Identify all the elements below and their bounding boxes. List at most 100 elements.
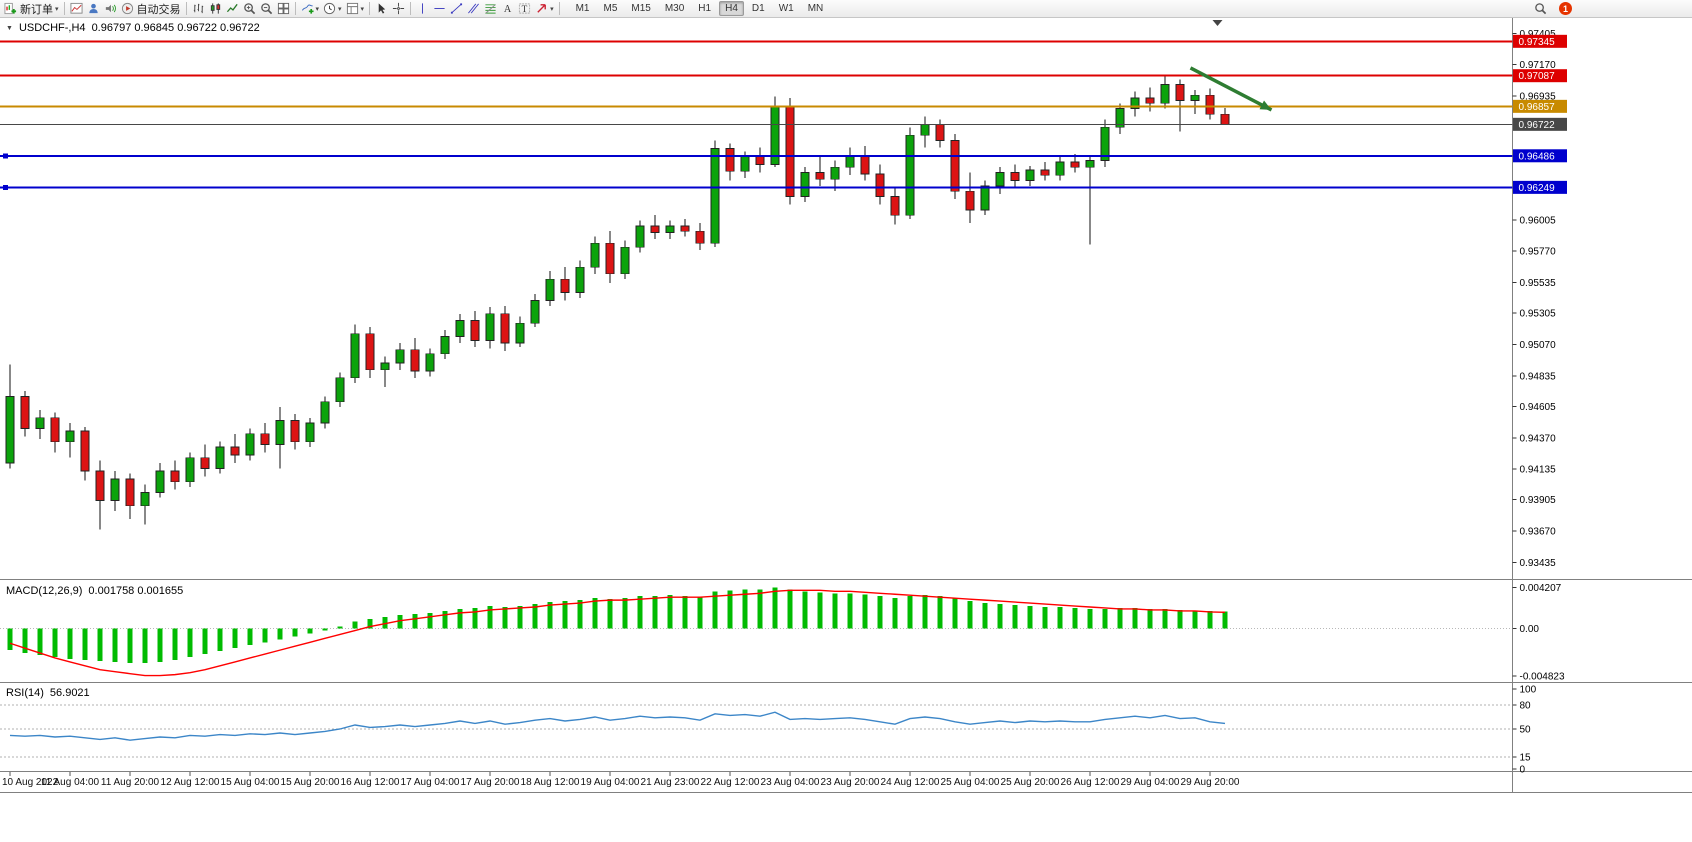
line-handle [3, 153, 8, 159]
candle [1145, 97, 1155, 104]
candle [230, 446, 240, 456]
timeframe-button-m5[interactable]: M5 [603, 3, 618, 14]
candle [95, 470, 105, 501]
macd-name: MACD(12,26,9) [6, 585, 83, 597]
timeframe-button-h1[interactable]: H1 [698, 3, 712, 14]
price-axis[interactable]: 0.97405 0.97170 0.96935 0.96005 0.95770 0.955… [1512, 29, 1557, 569]
toolbar-right: 1 [1532, 1, 1572, 17]
candle [725, 148, 735, 172]
line-handle [3, 184, 8, 190]
svg-text:0: 0 [1520, 765, 1526, 776]
svg-text:0.94605: 0.94605 [1520, 402, 1557, 413]
svg-text:29 Aug 20:00: 29 Aug 20:00 [1181, 777, 1240, 788]
candle [1100, 126, 1110, 161]
arrows-tool[interactable]: ▾ [533, 1, 556, 17]
toolbar-separator [369, 2, 371, 15]
candle [695, 230, 705, 244]
svg-text:0.97345: 0.97345 [1519, 37, 1556, 48]
templates-icon [346, 2, 359, 15]
zoom-in-button[interactable] [241, 1, 258, 17]
svg-text:-0.004823: -0.004823 [1520, 671, 1565, 682]
timeframe-button-h4[interactable]: H4 [719, 1, 744, 16]
new-chart-button[interactable] [68, 1, 85, 17]
candle [980, 185, 990, 211]
svg-text:24 Aug 12:00: 24 Aug 12:00 [881, 777, 940, 788]
candle [875, 173, 885, 197]
candle [170, 470, 180, 483]
trend-arrow-annotation[interactable] [1189, 66, 1273, 112]
text-tool[interactable]: A [499, 1, 516, 17]
candle [305, 422, 315, 443]
chart-shift-marker[interactable] [1212, 20, 1223, 26]
trendline-tool[interactable] [448, 1, 465, 17]
svg-text:0.00: 0.00 [1520, 624, 1540, 635]
candle [335, 377, 345, 403]
new-order-button[interactable]: 新订单 ▾ [2, 1, 61, 17]
notification-badge[interactable]: 1 [1559, 2, 1572, 15]
crosshair-icon [392, 2, 405, 15]
fibonacci-icon [484, 2, 497, 15]
candle [560, 278, 570, 293]
candle [860, 154, 870, 175]
indicators-button[interactable]: ▾ [299, 1, 322, 17]
svg-text:0.95535: 0.95535 [1520, 278, 1557, 289]
candle [1115, 108, 1125, 128]
timeframe-button-m30[interactable]: M30 [664, 3, 685, 14]
candle [830, 166, 840, 180]
timeframe-button-m1[interactable]: M1 [575, 3, 590, 14]
bar-chart-button[interactable] [190, 1, 207, 17]
crosshair-button[interactable] [390, 1, 407, 17]
svg-text:T: T [522, 5, 528, 15]
profile-icon [87, 2, 100, 15]
timeframe-button-m15[interactable]: M15 [631, 3, 651, 14]
label-tool[interactable]: T [516, 1, 533, 17]
candle [935, 124, 945, 141]
horizontal-level-lines[interactable] [0, 40, 1513, 190]
candle [65, 430, 75, 443]
periods-button[interactable]: ▾ [321, 1, 344, 17]
candle [950, 140, 960, 192]
candlestick-chart-button[interactable] [207, 1, 224, 17]
channel-tool[interactable] [465, 1, 482, 17]
timeframe-button-w1[interactable]: W1 [778, 3, 794, 14]
chart-dropdown-icon[interactable]: ▼ [6, 24, 13, 32]
fibonacci-tool[interactable] [482, 1, 499, 17]
zoom-out-button[interactable] [258, 1, 275, 17]
vertical-line-tool[interactable] [414, 1, 431, 17]
svg-text:A: A [504, 4, 512, 15]
alerts-button[interactable] [102, 1, 119, 17]
chart-symbol-period: USDCHF-,H4 [18, 22, 86, 34]
candle [590, 242, 600, 268]
macd-values: 0.001758 0.001655 [88, 585, 184, 597]
svg-text:12 Aug 12:00: 12 Aug 12:00 [161, 777, 220, 788]
candle [800, 172, 810, 197]
panel-separators[interactable] [0, 18, 1692, 793]
timeframe-button-mn[interactable]: MN [807, 3, 824, 14]
templates-button[interactable]: ▾ [344, 1, 367, 17]
horizontal-line-tool[interactable] [431, 1, 448, 17]
svg-text:21 Aug 23:00: 21 Aug 23:00 [641, 777, 700, 788]
profiles-button[interactable] [85, 1, 102, 17]
trendline-icon [450, 2, 463, 15]
clock-icon [323, 2, 336, 15]
svg-text:0.96722: 0.96722 [1519, 120, 1556, 131]
toolbar-separator [63, 2, 65, 15]
candle [515, 322, 525, 344]
svg-text:26 Aug 12:00: 26 Aug 12:00 [1061, 777, 1120, 788]
rsi-indicator-label: RSI(14) 56.9021 [6, 687, 96, 699]
candle [1160, 84, 1170, 104]
cursor-button[interactable] [373, 1, 390, 17]
tile-windows-button[interactable] [275, 1, 292, 17]
auto-trading-button[interactable]: 自动交易 [119, 1, 183, 17]
search-button[interactable] [1532, 1, 1549, 17]
svg-text:0.97087: 0.97087 [1519, 71, 1556, 82]
candle [215, 446, 225, 469]
zoom-in-icon [243, 2, 256, 15]
toolbar-separator [558, 2, 560, 15]
candle [1190, 94, 1200, 102]
timeframe-button-d1[interactable]: D1 [751, 3, 765, 14]
svg-text:0.004207: 0.004207 [1520, 583, 1562, 594]
line-chart-button[interactable] [224, 1, 241, 17]
